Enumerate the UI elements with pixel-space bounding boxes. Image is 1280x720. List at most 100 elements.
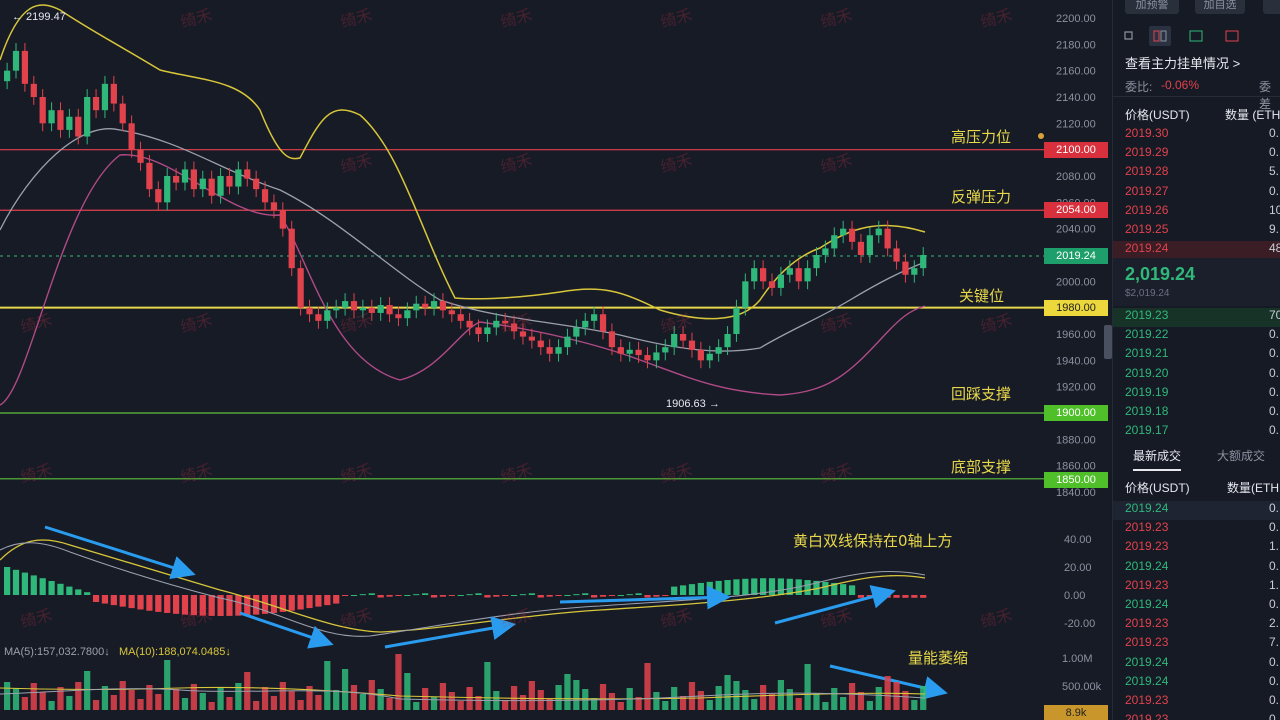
chart-area[interactable]: 2200.00 2180.00 2160.00 2140.00 2120.00 2100.…: [0, 0, 1110, 720]
trade-row[interactable]: 2019.24 0.: [1113, 597, 1280, 616]
macd-histogram-bar: [768, 578, 776, 595]
trade-row[interactable]: 2019.23 0.: [1113, 712, 1280, 720]
macd-histogram-bar: [288, 595, 295, 611]
row-qty: 10.: [1269, 202, 1280, 217]
candle-body: [493, 320, 500, 328]
bid-row[interactable]: 2019.17 0.: [1113, 423, 1280, 442]
price-axis-label: 2160.00: [1056, 66, 1096, 78]
trade-row[interactable]: 2019.23 0.: [1113, 520, 1280, 539]
candle-body: [84, 97, 91, 137]
macd-histogram-bar: [751, 578, 758, 595]
candle-body: [804, 268, 811, 282]
candle-body: [822, 248, 829, 255]
macd-histogram-bar: [190, 595, 198, 616]
ask-row[interactable]: 2019.30 0.: [1113, 126, 1280, 145]
volume-bar: [528, 681, 535, 710]
ask-row[interactable]: 2019.28 5.: [1113, 164, 1280, 183]
trade-row[interactable]: 2019.23 0.: [1113, 693, 1280, 712]
macd-histogram-bar: [57, 583, 64, 595]
volume-bar: [306, 686, 313, 710]
row-price: 2019.23: [1125, 635, 1169, 650]
tag-1980: 1980.00: [1044, 300, 1108, 316]
trade-row[interactable]: 2019.23 7.: [1113, 635, 1280, 654]
candle-body: [235, 169, 242, 187]
macd-histogram-bar: [777, 578, 785, 595]
layout-bids-icon[interactable]: [1189, 30, 1203, 42]
volume-bar: [333, 690, 340, 710]
candle-body: [21, 50, 29, 84]
row-price: 2019.19: [1125, 384, 1169, 399]
ask-row[interactable]: 2019.29 0.: [1113, 145, 1280, 164]
bid-row[interactable]: 2019.22 0.: [1113, 327, 1280, 346]
candle-body: [484, 327, 491, 334]
add-favorite-button[interactable]: 加自选: [1195, 0, 1245, 14]
add-alert-button[interactable]: 加预警: [1125, 0, 1179, 14]
bid-row[interactable]: 2019.18 0.: [1113, 404, 1280, 423]
ask-row[interactable]: 2019.26 10.: [1113, 203, 1280, 222]
macd-dif-line: [0, 542, 926, 637]
trade-row[interactable]: 2019.24 0.: [1113, 674, 1280, 693]
ask-row[interactable]: 2019.25 9.: [1113, 222, 1280, 241]
row-price: 2019.23: [1125, 308, 1169, 322]
macd-histogram-bar: [395, 595, 402, 596]
bid-row[interactable]: 2019.21 0.: [1113, 346, 1280, 365]
volume-bar: [546, 699, 553, 710]
row-price: 2019.23: [1125, 712, 1169, 720]
candle-body: [475, 327, 482, 334]
row-qty: 0.: [1269, 183, 1280, 198]
macd-histogram-bar: [439, 595, 447, 597]
volume-axis-label: 500.00k: [1062, 681, 1102, 693]
candle-body: [840, 228, 847, 236]
macd-histogram-bar: [564, 595, 571, 596]
ask-row[interactable]: 2019.24 48.: [1113, 241, 1280, 261]
row-price: 2019.24: [1125, 673, 1169, 688]
candle-body: [270, 202, 278, 211]
trade-row[interactable]: 2019.23 1.: [1113, 578, 1280, 597]
trade-row[interactable]: 2019.24 0.: [1113, 501, 1280, 520]
bid-row[interactable]: 2019.23 70.: [1113, 308, 1280, 327]
depth-link[interactable]: 查看主力挂单情况 >: [1125, 56, 1241, 71]
candle-body: [404, 310, 411, 319]
candle-body: [4, 70, 11, 82]
macd-histogram-bar: [128, 595, 135, 609]
macd-histogram-bar: [840, 584, 847, 595]
trade-row[interactable]: 2019.24 0.: [1113, 655, 1280, 674]
candle-body: [786, 268, 793, 275]
macd-histogram-bar: [297, 595, 304, 610]
refresh-icon[interactable]: [1123, 30, 1137, 42]
layout-asks-icon[interactable]: [1225, 30, 1239, 42]
trade-row[interactable]: 2019.23 1.: [1113, 539, 1280, 558]
candle-body: [66, 116, 73, 130]
candle-body: [333, 307, 340, 311]
tab-latest-trades[interactable]: 最新成交: [1133, 447, 1182, 471]
candle-body: [777, 274, 785, 288]
volume-axis-label: 1.00M: [1062, 653, 1093, 665]
volume-bar: [608, 693, 616, 710]
row-qty: 9.: [1269, 222, 1280, 236]
candle-body: [324, 310, 331, 321]
trade-row[interactable]: 2019.24 0.: [1113, 559, 1280, 578]
macd-histogram-bar: [181, 595, 189, 615]
tab-large-trades[interactable]: 大额成交: [1217, 449, 1266, 463]
more-button[interactable]: [1263, 0, 1280, 14]
bid-row[interactable]: 2019.19 0.: [1113, 385, 1280, 404]
macd-histogram-bar: [164, 595, 171, 613]
candle-body: [920, 255, 927, 269]
macd-histogram-bar: [786, 578, 793, 595]
bid-row[interactable]: 2019.20 0.: [1113, 366, 1280, 385]
volume-bar: [822, 702, 829, 710]
macd-histogram-bar: [4, 567, 11, 595]
price-axis-label: 2200.00: [1056, 13, 1096, 25]
macd-histogram-bar: [39, 578, 46, 595]
scroll-handle[interactable]: [1104, 325, 1112, 359]
macd-histogram-bar: [101, 595, 109, 604]
macd-histogram-bar: [679, 585, 687, 595]
ask-row[interactable]: 2019.27 0.: [1113, 184, 1280, 203]
candle-body: [742, 281, 749, 308]
trade-row[interactable]: 2019.23 2.: [1113, 616, 1280, 635]
row-price: 2019.26: [1125, 202, 1169, 217]
row-price: 2019.27: [1125, 183, 1169, 198]
trend-arrow: [774, 585, 896, 625]
candlestick-chart[interactable]: 2200.00 2180.00 2160.00 2140.00 2120.00 2100.…: [0, 0, 1110, 720]
trend-arrow: [239, 611, 334, 649]
